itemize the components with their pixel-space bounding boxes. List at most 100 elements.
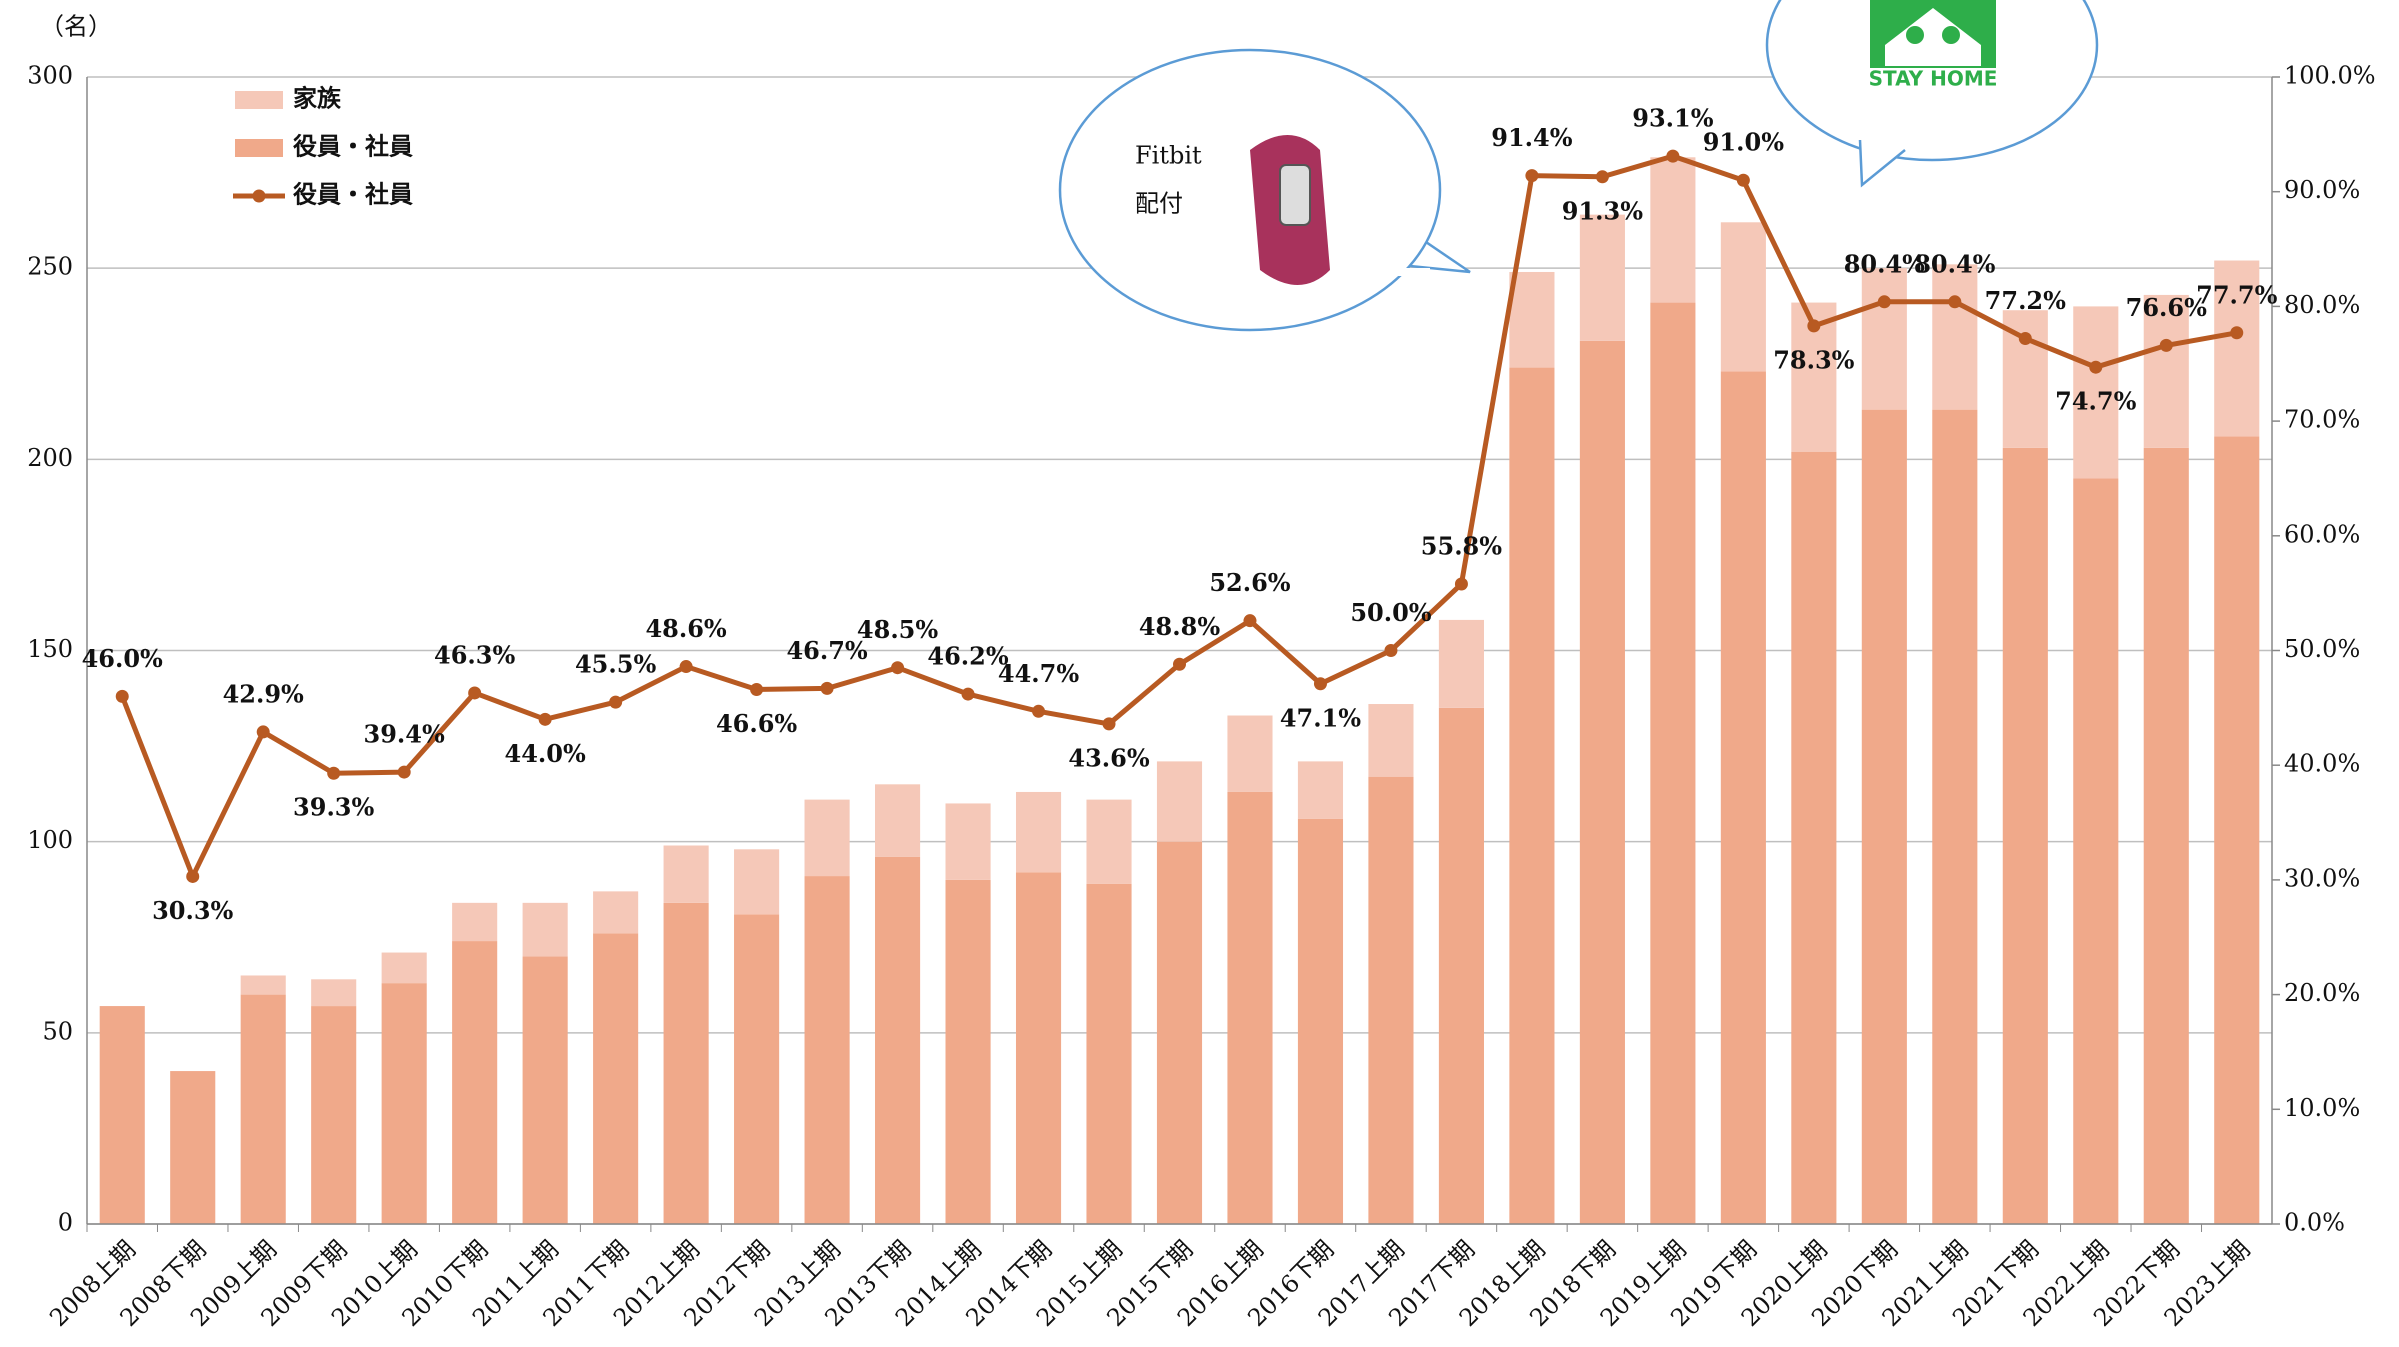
y2-tick-label: 40.0% [2284,750,2360,778]
bar [664,845,709,902]
data-label: 39.3% [293,793,374,822]
bar [593,891,638,933]
data-label: 77.7% [2196,280,2277,309]
line-point [1525,169,1538,182]
bar [593,933,638,1224]
bar [1932,410,1977,1224]
bar [1509,272,1554,368]
y2-tick-label: 10.0% [2284,1094,2360,1122]
line-point [680,660,693,673]
chart: （名） 0501001502002503000.0%10.0%20.0%30.0… [0,0,2399,1347]
y-tick-label: 150 [27,635,73,663]
data-label: 45.5% [575,650,656,679]
stay-home-callout: STAY HOME [1767,0,2097,185]
y2-tick-label: 70.0% [2284,406,2360,434]
legend-label: 家族 [293,84,342,113]
bar [1016,792,1061,872]
data-label: 93.1% [1632,104,1713,133]
bar [1509,368,1554,1224]
y-axis-label: （名） [40,13,112,41]
legend-swatch [253,190,266,203]
bar [1227,792,1272,1224]
bar [2214,436,2259,1224]
y2-tick-label: 100.0% [2284,62,2376,90]
legend-swatch [235,139,283,157]
line-point [1384,644,1397,657]
bar [875,857,920,1224]
data-label: 39.4% [364,720,445,749]
bar [664,903,709,1224]
bar [1439,708,1484,1224]
data-label: 91.4% [1491,123,1572,152]
data-label: 48.5% [857,615,938,644]
bar [1580,341,1625,1224]
bar [1721,371,1766,1224]
bar [1298,761,1343,818]
line-point [750,683,763,696]
line-point [468,686,481,699]
bar [945,803,990,879]
data-label: 46.3% [434,640,515,669]
data-label: 78.3% [1773,345,1854,374]
bar [875,784,920,857]
bar [1439,620,1484,708]
bar [1086,800,1131,884]
bar [1086,884,1131,1224]
bar [452,941,497,1224]
line-point [1032,705,1045,718]
data-label: 55.8% [1421,531,1502,560]
data-label: 80.4% [1914,249,1995,278]
line-point [2019,332,2032,345]
y2-tick-label: 20.0% [2284,979,2360,1007]
data-label: 46.0% [82,644,163,673]
data-label: 42.9% [223,679,304,708]
y2-tick-label: 80.0% [2284,291,2360,319]
annotation: 配付 [1135,190,1183,218]
bar [1157,761,1202,841]
bar [241,975,286,994]
bar [1298,819,1343,1224]
line-point [1737,174,1750,187]
line-point [327,767,340,780]
data-label: 48.8% [1139,612,1220,641]
line-point [1314,677,1327,690]
bar [1368,777,1413,1224]
bar [1650,303,1695,1224]
y2-tick-label: 90.0% [2284,176,2360,204]
y-tick-label: 0 [58,1209,73,1237]
data-label: 47.1% [1280,703,1361,732]
bar [2003,448,2048,1224]
bar [1650,157,1695,302]
y-tick-label: 300 [27,62,73,90]
data-label: 50.0% [1350,598,1431,627]
fitbit-callout: Fitbit 配付 [1060,50,1470,330]
line-point [962,688,975,701]
bar [734,914,779,1224]
bar [382,953,427,984]
legend-label: 役員・社員 [293,180,413,209]
bar [1368,704,1413,777]
y-tick-label: 250 [27,253,73,281]
bar [452,903,497,941]
bar [805,876,850,1224]
data-label: 76.6% [2126,293,2207,322]
line-point [539,713,552,726]
data-label: 48.6% [645,614,726,643]
y2-tick-label: 0.0% [2284,1209,2345,1237]
bar [382,983,427,1224]
bar [523,903,568,957]
data-label: 44.7% [998,659,1079,688]
data-label: 43.6% [1068,743,1149,772]
data-label: 30.3% [152,896,233,925]
bar [1227,715,1272,791]
line-point [2160,339,2173,352]
annotation: Fitbit [1135,142,1202,170]
line-point [1878,295,1891,308]
bar [2144,448,2189,1224]
line-point [1596,170,1609,183]
line-point [821,682,834,695]
bar [805,800,850,876]
bar [1862,268,1907,409]
line-point [1243,614,1256,627]
bar [170,1071,215,1224]
